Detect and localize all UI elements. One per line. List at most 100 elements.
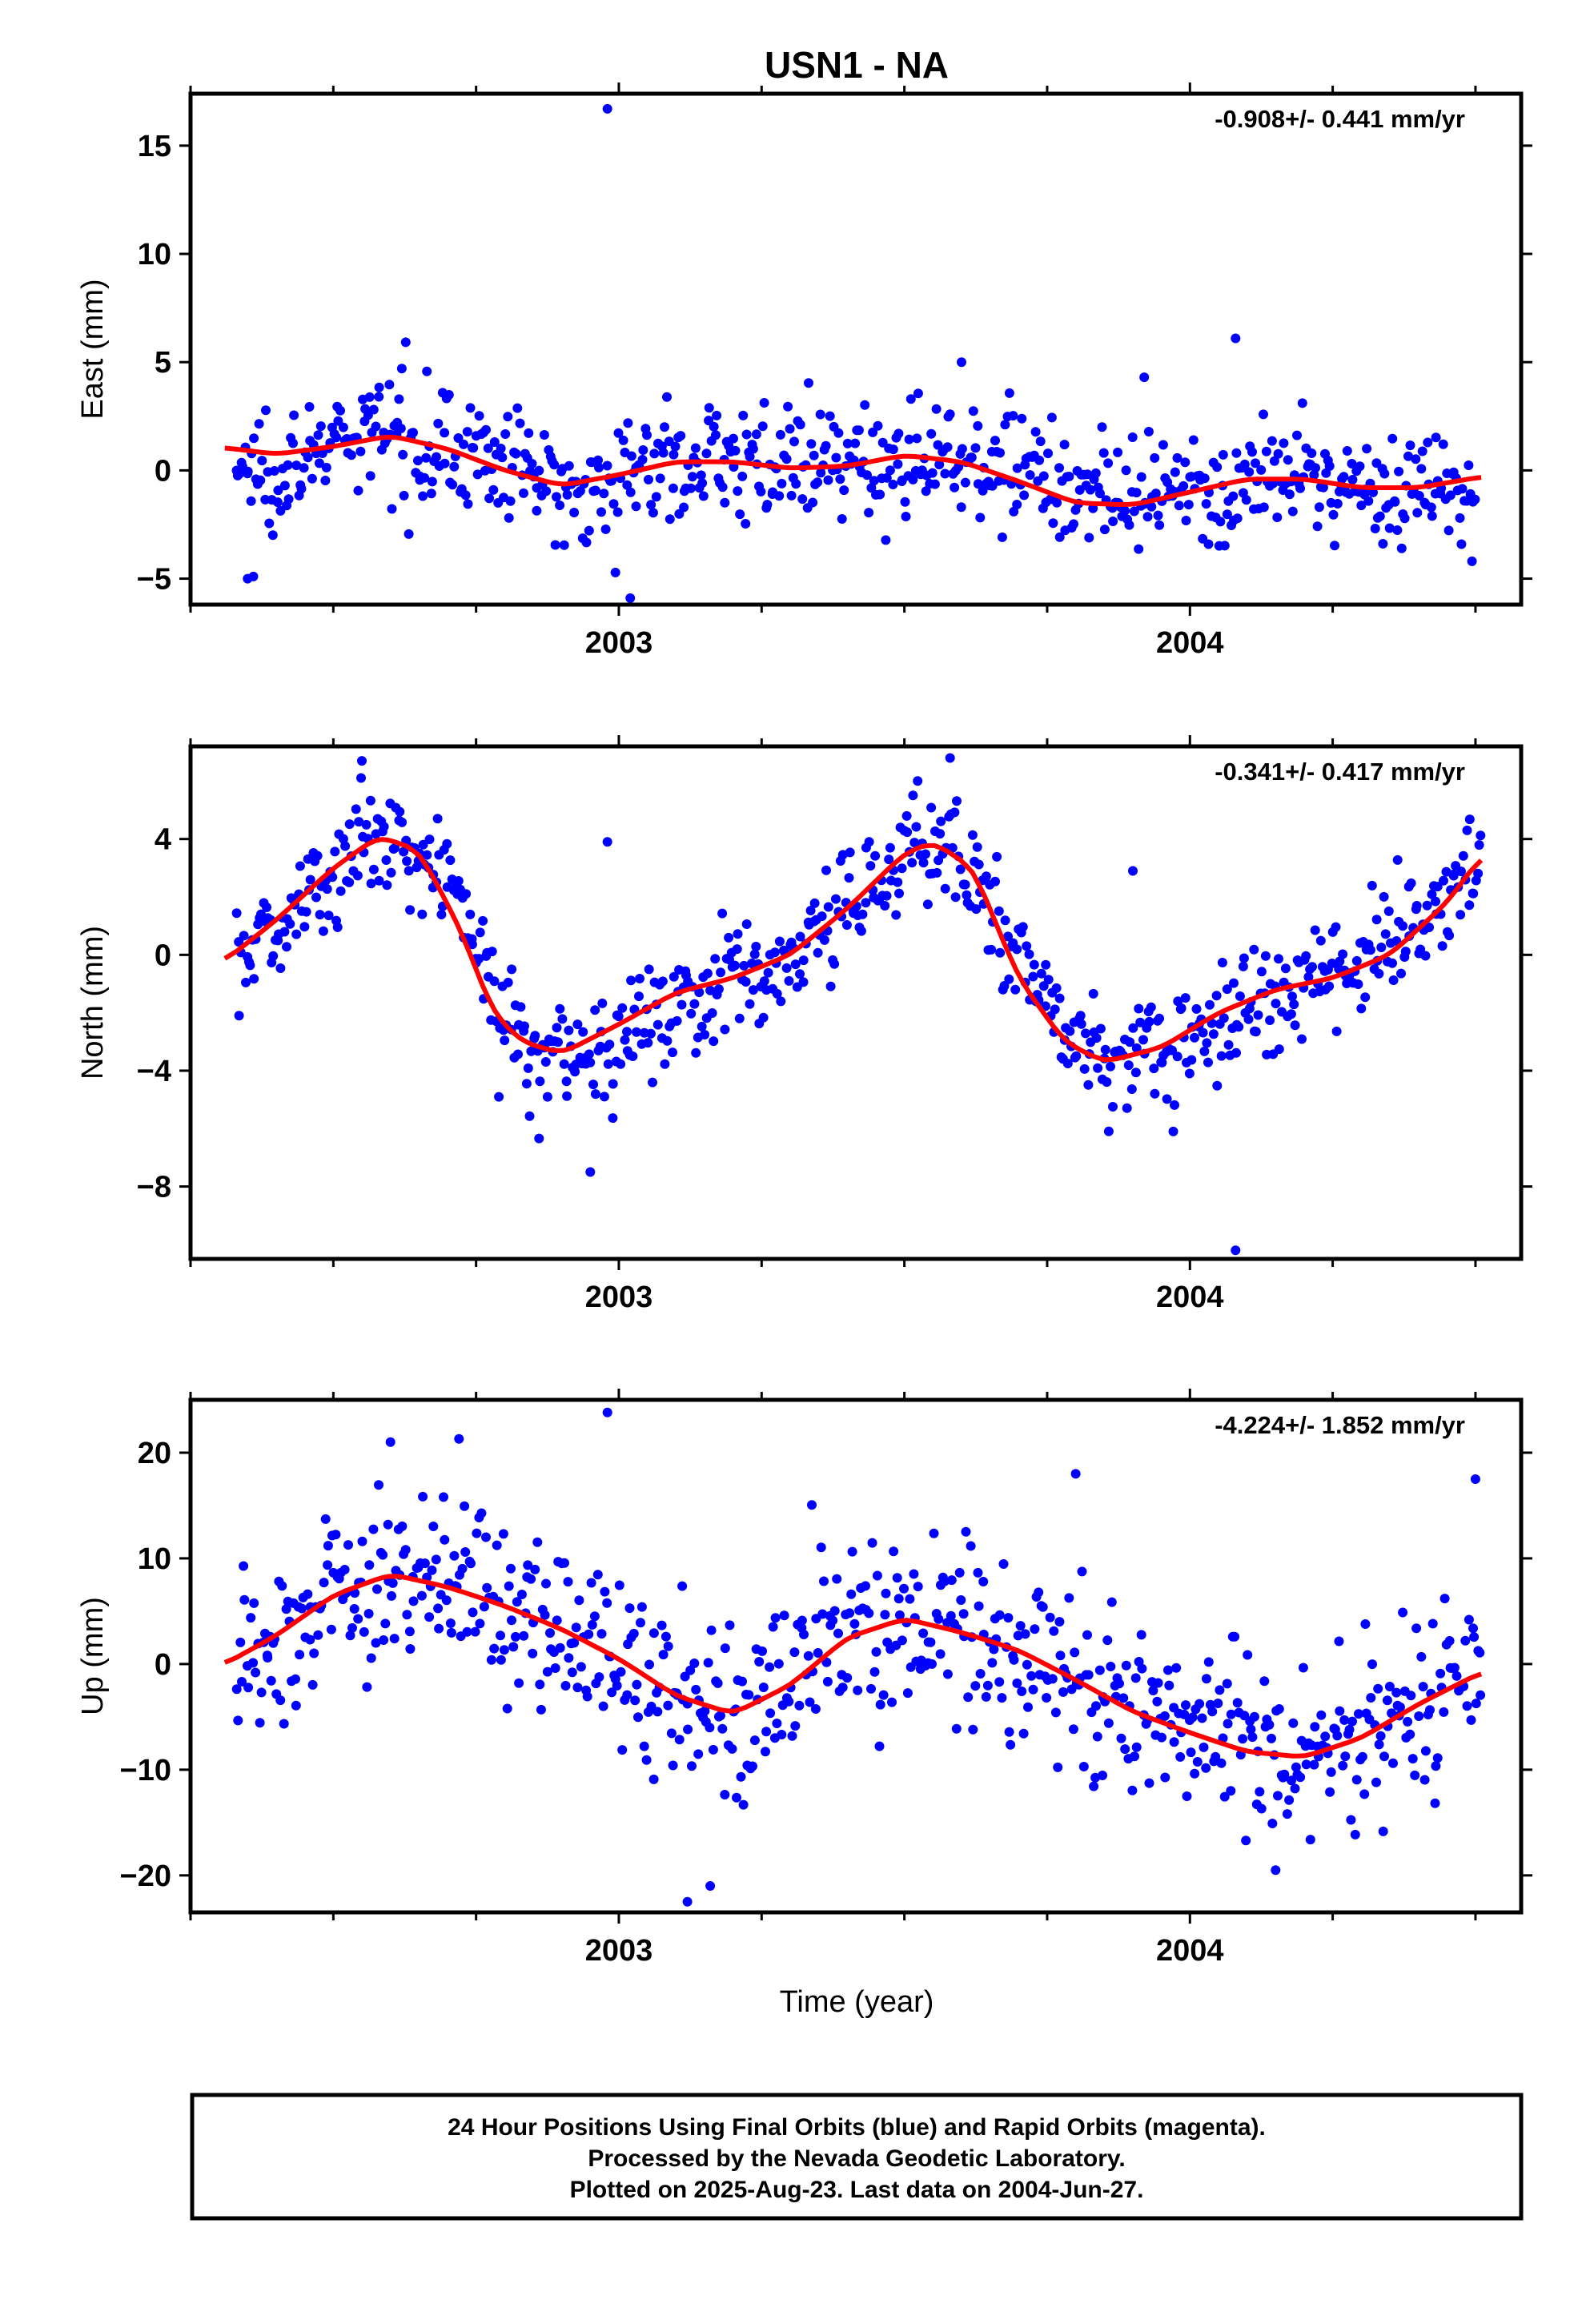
data-point [710,954,721,964]
data-point [636,1602,647,1612]
data-point [596,507,606,517]
data-point [1282,1809,1292,1819]
data-point [770,1613,781,1623]
data-point [1391,1687,1402,1698]
data-point [799,1630,809,1639]
data-point [279,480,290,491]
data-point [1260,951,1271,961]
data-point [1415,944,1426,955]
data-point [1297,1034,1307,1044]
data-point [946,1575,957,1586]
data-point [560,1681,571,1691]
data-point [777,1730,787,1739]
data-point [971,904,982,915]
data-point [875,489,885,500]
data-point [657,976,668,987]
data-point [1231,448,1242,458]
data-point [1003,931,1013,942]
data-point [1199,473,1210,484]
data-point [934,460,945,470]
data-point [994,1677,1005,1687]
data-point [357,1536,367,1546]
data-point [1326,1767,1336,1777]
x-tick-label: 2004 [1156,626,1224,660]
data-point [1043,975,1054,985]
data-point [608,1113,618,1124]
data-point [1448,870,1459,881]
data-point [1382,1695,1392,1706]
data-point [815,409,825,420]
data-point [643,1038,653,1048]
data-point [386,867,396,878]
data-point [1426,502,1436,513]
data-point [282,942,291,952]
data-point [1153,1678,1163,1688]
data-point [1006,1739,1016,1750]
data-point [523,1560,533,1570]
data-point [530,1564,540,1574]
data-point [1047,1674,1058,1684]
data-point [582,1691,592,1702]
data-point [1241,495,1251,505]
data-point [748,444,758,454]
x-tick-label: 2003 [585,1281,653,1314]
data-point [1004,388,1014,398]
data-point [1403,451,1413,461]
data-point [884,854,894,865]
data-point [449,1550,460,1561]
data-point [693,1749,704,1759]
data-point [1347,1716,1357,1727]
data-point [1231,333,1241,344]
data-point [1332,499,1343,509]
data-point [720,1643,730,1654]
data-point [1469,1632,1480,1642]
data-point [785,424,795,434]
data-point [1182,1791,1192,1801]
data-point [658,1650,669,1660]
data-point [779,1610,789,1621]
data-point [564,1653,574,1663]
data-point [1102,1077,1112,1088]
data-point [514,1678,524,1688]
data-point [1051,983,1062,993]
data-point [346,450,356,460]
data-point [1108,517,1118,526]
data-point [845,1608,855,1618]
data-point [1154,520,1165,530]
data-point [552,492,561,502]
x-tick-label: 2003 [585,1934,653,1968]
data-point [557,1014,568,1024]
data-point [950,482,960,493]
data-point [1363,496,1374,506]
data-point [413,456,423,466]
data-point [523,1063,533,1073]
data-point [1331,1026,1342,1036]
data-point [795,931,805,942]
data-point [433,418,444,428]
data-point [1188,435,1199,445]
data-point [955,864,966,875]
data-point [1312,521,1323,532]
data-point [912,433,922,444]
data-point [440,1534,450,1545]
data-point [967,830,978,840]
data-point [559,540,569,550]
data-point [1068,1724,1078,1735]
data-point [487,947,497,957]
data-point [942,1669,953,1679]
data-point [866,483,877,493]
data-point [850,438,861,448]
data-point [1449,1663,1460,1673]
data-point [683,1724,693,1735]
data-point [572,1683,583,1693]
data-point [338,422,348,432]
data-point [1231,1047,1241,1058]
data-point [1452,1671,1462,1681]
data-point [323,1560,333,1570]
data-point [1180,993,1191,1003]
data-point [874,1741,885,1751]
data-point [1054,463,1064,473]
data-point [1075,1011,1086,1021]
data-point [445,855,456,866]
data-point [880,1610,890,1620]
